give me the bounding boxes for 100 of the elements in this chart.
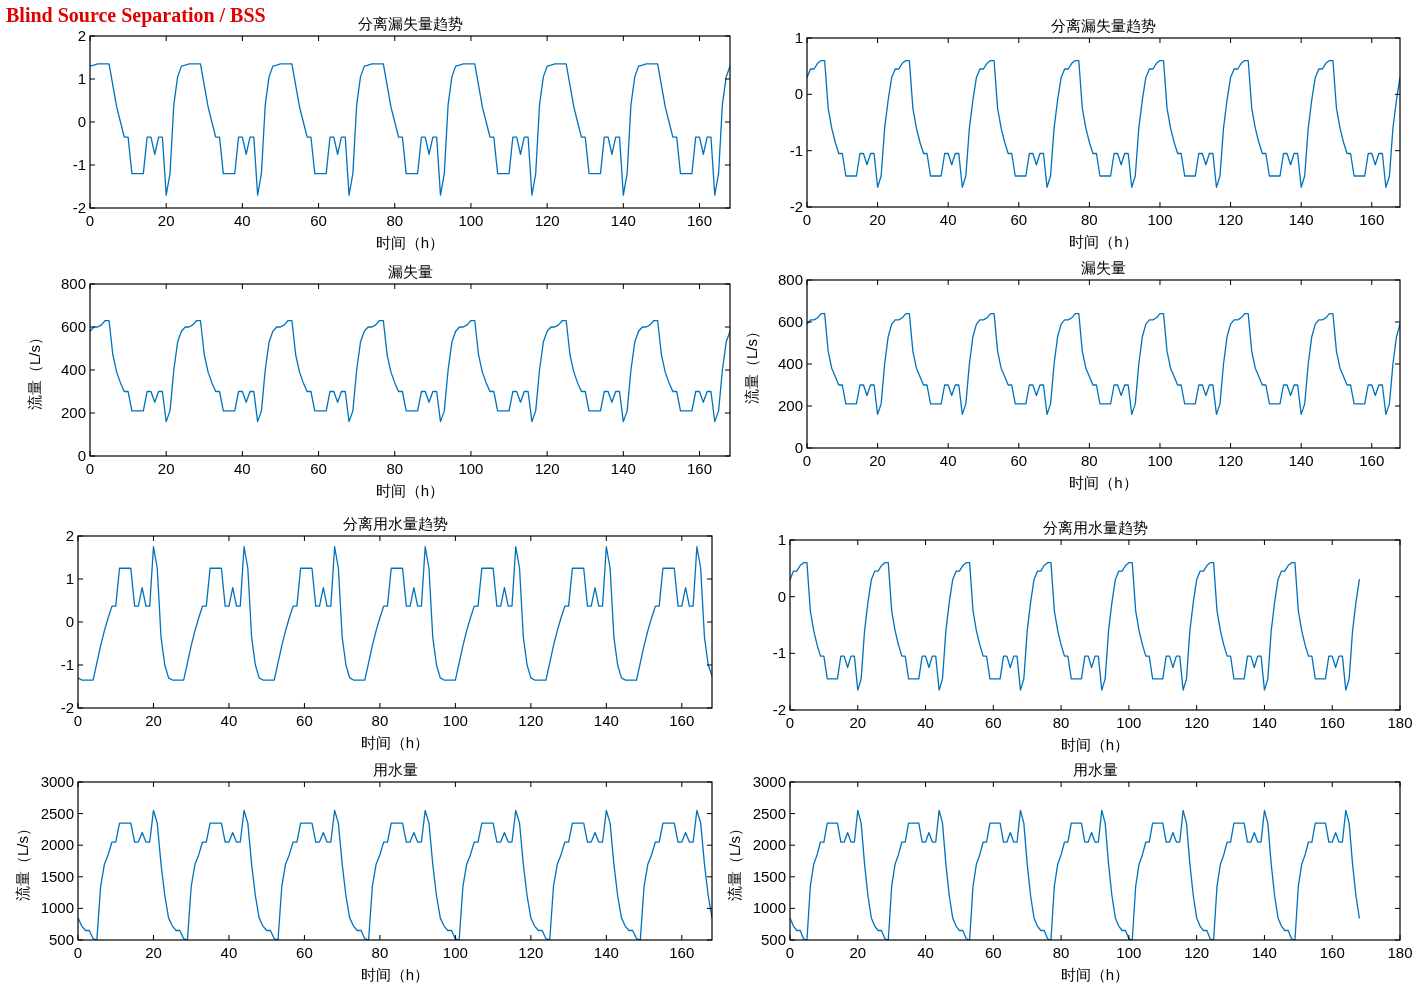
x-axis-title: 时间（h） [360,966,430,983]
y-tick-label: -2 [72,199,86,216]
y-tick-label: 500 [48,931,74,948]
y-tick-label: -1 [772,644,786,662]
x-tick-label: 160 [687,212,713,229]
x-tick-label: 80 [1052,944,1070,961]
y-tick-label: -2 [60,699,74,716]
x-axis-title: 时间（h） [375,234,445,251]
chart-title: 分离漏失量趋势 [357,15,463,32]
y-tick-label: 600 [777,313,803,330]
x-tick-label: 80 [1081,452,1098,469]
x-tick-label: 120 [1218,452,1244,469]
x-tick-label: 160 [687,460,713,477]
y-tick-label: -2 [789,198,803,215]
y-tick-label: -2 [772,701,786,718]
chart-title: 分离用水量趋势 [342,515,448,532]
x-tick-label: 140 [1251,714,1277,731]
y-tick-label: 2 [65,527,74,544]
y-tick-label: 1500 [40,867,74,885]
y-tick-label: 1000 [752,899,786,917]
chart-title: 分离用水量趋势 [1042,519,1148,536]
x-tick-label: 20 [849,944,867,961]
x-tick-label: 40 [234,460,251,477]
y-tick-label: 1 [777,531,786,548]
y-tick-label: 3000 [40,773,74,790]
y-tick-label: 0 [794,439,803,456]
x-axis-title: 时间（h） [360,734,430,751]
x-tick-label: 80 [371,712,389,729]
x-axis-title: 时间（h） [1069,233,1138,250]
y-tick-label: 2500 [752,804,786,822]
x-tick-label: 40 [917,714,934,731]
x-tick-label: 140 [610,460,636,477]
chart-title: 用水量 [1072,761,1118,778]
y-tick-label: 1000 [40,899,74,917]
x-tick-label: 120 [518,944,544,961]
x-tick-label: 20 [157,460,175,477]
y-tick-label: 2000 [40,836,74,854]
y-tick-label: 200 [777,397,803,414]
x-tick-label: 160 [1319,944,1345,961]
x-tick-label: 140 [593,944,619,961]
x-axis-title: 时间（h） [1060,966,1130,983]
x-tick-label: 140 [1288,211,1314,228]
x-tick-label: 60 [984,714,1002,731]
x-tick-label: 60 [310,212,327,229]
x-tick-label: 100 [442,944,468,961]
x-tick-label: 140 [593,712,619,729]
x-tick-label: 120 [1184,944,1210,961]
y-tick-label: 0 [77,113,86,130]
x-tick-label: 100 [1147,211,1173,228]
y-tick-label: 1500 [752,867,786,885]
y-tick-label: 800 [60,275,86,292]
x-tick-label: 160 [1359,452,1385,469]
y-tick-label: 400 [60,361,86,378]
x-tick-label: 140 [610,212,636,229]
x-tick-label: 140 [1251,944,1277,961]
y-tick-label: 3000 [752,773,786,790]
x-tick-label: 60 [984,944,1002,961]
y-tick-label: 2500 [40,804,74,822]
chart-title: 分离漏失量趋势 [1051,17,1156,34]
y-tick-label: 200 [60,404,86,421]
chart-title: 漏失量 [1081,259,1126,276]
chart-title: 用水量 [372,761,418,778]
y-axis-title: 流量（L/s） [726,820,743,902]
y-tick-label: 2 [77,27,86,44]
x-tick-label: 20 [869,211,886,228]
x-axis-title: 时间（h） [375,482,445,499]
x-tick-label: 180 [1387,714,1413,731]
x-tick-label: 120 [1184,714,1210,731]
x-tick-label: 100 [442,712,468,729]
x-tick-label: 40 [234,212,251,229]
x-tick-label: 60 [1010,211,1028,228]
y-tick-label: 800 [777,271,803,288]
x-tick-label: 80 [386,460,404,477]
x-tick-label: 180 [1387,944,1413,961]
x-tick-label: 120 [534,460,560,477]
x-tick-label: 160 [669,712,695,729]
x-tick-label: 20 [869,452,886,469]
y-tick-label: -1 [60,656,74,673]
y-axis-title: 流量（L/s） [26,329,43,411]
x-tick-label: 100 [1147,452,1173,469]
x-tick-label: 60 [296,712,313,729]
x-tick-label: 100 [458,460,484,477]
y-tick-label: 400 [777,355,803,372]
y-tick-label: 0 [794,85,803,103]
x-tick-label: 100 [458,212,484,229]
x-axis-title: 时间（h） [1060,736,1130,753]
y-axis-title: 流量（L/s） [743,323,760,405]
x-tick-label: 120 [1218,211,1244,228]
x-tick-label: 20 [145,944,162,961]
x-tick-label: 40 [220,712,238,729]
y-tick-label: 0 [65,613,74,630]
y-tick-label: -1 [72,156,86,173]
x-tick-label: 80 [371,944,389,961]
x-tick-label: 40 [939,211,957,228]
x-tick-label: 100 [1116,944,1142,961]
x-tick-label: 160 [1319,714,1345,731]
x-tick-label: 60 [310,460,327,477]
y-tick-label: 600 [60,318,86,335]
y-tick-label: 1 [77,70,86,87]
text: Blind Source Separation / BSS [6,4,266,27]
